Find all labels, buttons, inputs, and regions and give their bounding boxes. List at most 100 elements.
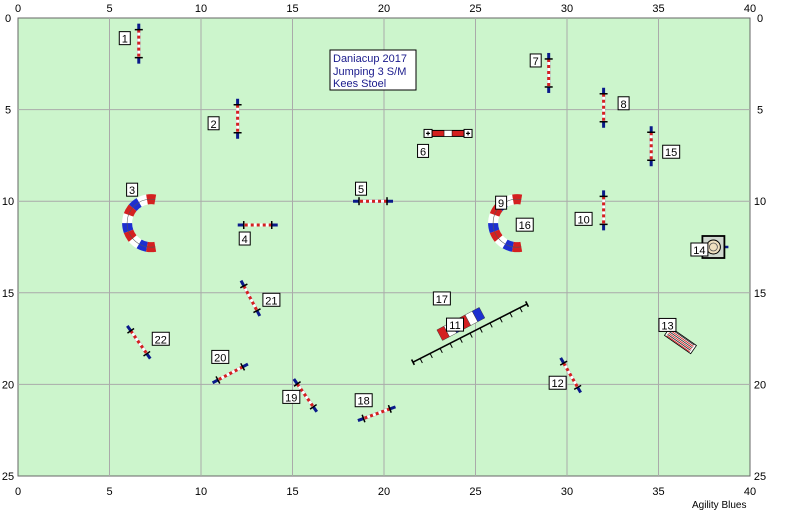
x-tick-label-top: 35 xyxy=(652,3,664,15)
obstacle-number-label: 16 xyxy=(515,217,534,232)
obstacle-number: 1 xyxy=(122,34,128,46)
obstacle-weave-13 xyxy=(663,326,697,355)
obstacle-number: 16 xyxy=(519,220,531,232)
x-tick-label-bottom: 10 xyxy=(195,486,207,498)
obstacle-number: 19 xyxy=(285,392,297,404)
obstacle-number-label: 11 xyxy=(446,317,465,332)
y-tick-label-left: 20 xyxy=(2,379,14,391)
obstacle-number: 5 xyxy=(358,184,364,196)
obstacle-jump-10 xyxy=(599,190,608,231)
obstacle-number: 11 xyxy=(449,320,460,332)
obstacle-number: 6 xyxy=(420,146,426,158)
course-title-line-1: Daniacup 2017 xyxy=(333,53,407,65)
obstacle-number-label: 8 xyxy=(617,96,630,111)
obstacle-number-label: 10 xyxy=(574,211,593,226)
obstacle-number: 9 xyxy=(498,198,504,210)
obstacle-jump-5 xyxy=(353,197,394,206)
obstacle-number: 14 xyxy=(693,245,705,257)
x-tick-label-bottom: 5 xyxy=(106,486,112,498)
obstacle-number-label: 14 xyxy=(690,242,709,257)
x-tick-label-top: 15 xyxy=(286,3,298,15)
obstacle-jump-15 xyxy=(647,126,656,167)
obstacle-number-label: 12 xyxy=(548,375,567,390)
obstacles-layer xyxy=(122,23,729,423)
course-title-line-3: Kees Stoel xyxy=(333,78,386,90)
x-tick-label-bottom: 20 xyxy=(378,486,390,498)
obstacle-number-label: 2 xyxy=(207,116,220,131)
course-title-line-2: Jumping 3 S/M xyxy=(333,66,406,78)
obstacle-number-label: 21 xyxy=(262,292,281,307)
obstacle-number: 22 xyxy=(155,334,167,346)
x-tick-label-bottom: 30 xyxy=(561,486,573,498)
obstacle-number: 13 xyxy=(661,320,673,332)
x-tick-label-top: 0 xyxy=(15,3,21,15)
x-tick-label-bottom: 40 xyxy=(744,486,756,498)
obstacle-number-label: 19 xyxy=(282,389,301,404)
obstacle-jump-7 xyxy=(544,52,553,93)
x-tick-label-bottom: 15 xyxy=(286,486,298,498)
obstacle-number-label: 17 xyxy=(432,291,451,306)
obstacle-number: 7 xyxy=(533,56,539,68)
obstacle-long-jump-6 xyxy=(423,128,473,138)
obstacle-number-label: 20 xyxy=(211,349,230,364)
y-tick-label-right: 5 xyxy=(757,105,763,117)
y-tick-label-right: 25 xyxy=(754,471,766,483)
obstacle-tunnel-3 xyxy=(122,194,157,253)
obstacle-number-label: 4 xyxy=(238,231,251,246)
obstacle-jump-19 xyxy=(292,378,319,413)
obstacle-jump-12 xyxy=(559,357,582,394)
obstacle-number: 8 xyxy=(621,99,627,111)
obstacle-number-label: 7 xyxy=(529,53,542,68)
y-tick-label-right: 10 xyxy=(754,196,766,208)
obstacle-number: 17 xyxy=(436,294,448,306)
obstacle-number-label: 18 xyxy=(354,393,373,408)
x-tick-label-top: 40 xyxy=(744,3,756,15)
obstacle-number-label: 1 xyxy=(118,31,131,46)
obstacle-number: 3 xyxy=(129,185,135,197)
course-title-box: Daniacup 2017 Jumping 3 S/M Kees Stoel xyxy=(329,49,417,91)
y-tick-label-right: 15 xyxy=(754,288,766,300)
obstacle-number-label: 3 xyxy=(126,182,139,197)
obstacle-jump-20 xyxy=(211,362,249,385)
y-tick-label-right: 0 xyxy=(757,13,763,25)
x-tick-label-bottom: 25 xyxy=(469,486,481,498)
x-tick-label-bottom: 35 xyxy=(652,486,664,498)
obstacle-number-label: 13 xyxy=(658,317,677,332)
y-tick-label-left: 25 xyxy=(2,471,14,483)
brand-label: Agility Blues xyxy=(692,500,746,511)
y-tick-label-left: 0 xyxy=(5,13,11,25)
obstacle-number-label: 9 xyxy=(495,195,508,210)
y-tick-label-left: 15 xyxy=(2,288,14,300)
obstacle-dogwalk-11 xyxy=(410,301,530,366)
obstacle-number: 12 xyxy=(552,378,564,390)
obstacle-jump-21 xyxy=(239,279,262,317)
x-tick-label-top: 30 xyxy=(561,3,573,15)
y-tick-label-left: 5 xyxy=(5,105,11,117)
obstacle-number-label: 5 xyxy=(355,181,368,196)
obstacle-number-label: 6 xyxy=(417,143,430,158)
obstacle-number: 4 xyxy=(242,234,248,246)
obstacle-jump-1 xyxy=(134,23,143,64)
x-tick-label-bottom: 0 xyxy=(15,486,21,498)
y-tick-label-left: 10 xyxy=(2,196,14,208)
obstacle-number: 21 xyxy=(265,295,277,307)
y-tick-label-right: 20 xyxy=(754,379,766,391)
obstacle-number-label: 15 xyxy=(662,144,681,159)
obstacle-jump-2 xyxy=(233,98,242,139)
x-tick-label-top: 25 xyxy=(469,3,481,15)
obstacle-number: 20 xyxy=(214,352,226,364)
obstacle-jump-18 xyxy=(357,404,396,423)
x-tick-label-top: 5 xyxy=(106,3,112,15)
obstacle-number: 2 xyxy=(211,119,217,131)
obstacle-jump-8 xyxy=(599,87,608,128)
obstacle-number: 18 xyxy=(358,396,370,408)
obstacle-number-label: 22 xyxy=(151,331,170,346)
obstacle-number: 10 xyxy=(577,214,589,226)
obstacle-number: 15 xyxy=(665,147,677,159)
x-tick-label-top: 10 xyxy=(195,3,207,15)
obstacle-jump-22 xyxy=(126,325,152,360)
obstacle-jump-4 xyxy=(237,221,278,230)
